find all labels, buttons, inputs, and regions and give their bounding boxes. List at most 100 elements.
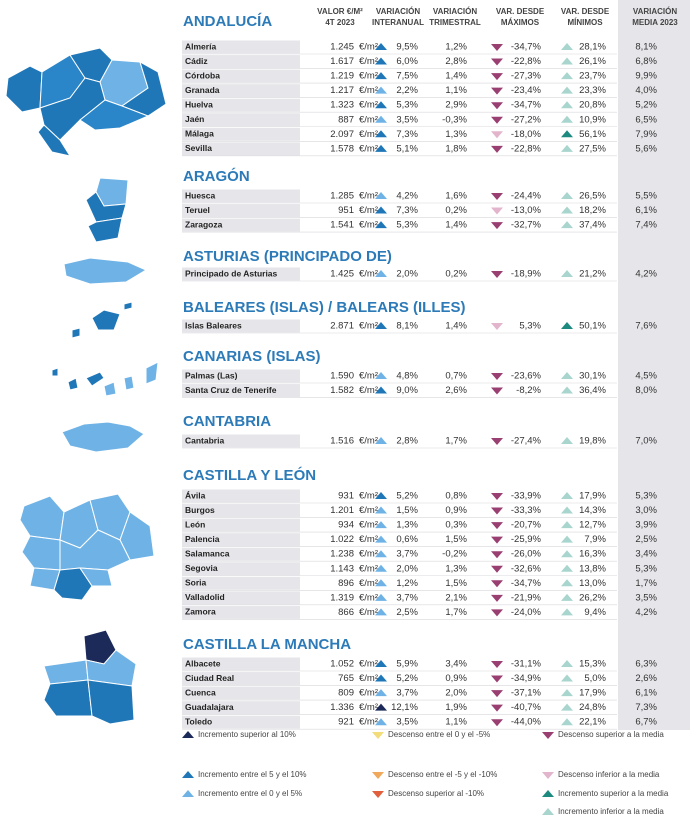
interanual-icon bbox=[375, 221, 387, 229]
row-maximos: -18,9% bbox=[511, 269, 542, 280]
row-media: 6,3% bbox=[635, 659, 657, 670]
name-cell-bg bbox=[182, 533, 300, 547]
row-minimos: 23,3% bbox=[579, 85, 606, 96]
maximos-icon bbox=[491, 73, 503, 81]
row-media: 7,3% bbox=[635, 702, 657, 713]
column-header: 4T 2023 bbox=[325, 18, 355, 27]
row-media: 2,6% bbox=[635, 673, 657, 684]
row-unit: €/m² bbox=[359, 85, 378, 96]
row-interanual: 7,5% bbox=[396, 71, 418, 82]
interanual-icon bbox=[375, 101, 387, 109]
row-value: 934 bbox=[338, 520, 354, 531]
row-interanual: 6,0% bbox=[396, 56, 418, 67]
row-maximos: -23,6% bbox=[511, 371, 542, 382]
interanual-icon bbox=[375, 206, 387, 214]
row-maximos: -34,7% bbox=[511, 42, 542, 53]
row-minimos: 18,2% bbox=[579, 205, 606, 216]
row-value: 809 bbox=[338, 688, 354, 699]
row-name: Albacete bbox=[185, 658, 221, 668]
name-cell-bg bbox=[182, 189, 300, 203]
row-media: 6,7% bbox=[635, 717, 657, 728]
maximos-icon bbox=[491, 661, 503, 668]
section-title: CANARIAS (ISLAS) bbox=[183, 348, 321, 365]
row-name: Burgos bbox=[185, 505, 215, 515]
name-cell-bg bbox=[182, 701, 300, 715]
name-cell-bg bbox=[182, 319, 300, 333]
row-media: 7,0% bbox=[635, 436, 657, 447]
section-title: ARAGÓN bbox=[183, 167, 250, 185]
row-maximos: -24,0% bbox=[511, 607, 542, 618]
row-minimos: 27,5% bbox=[579, 143, 606, 154]
maximos-icon bbox=[491, 536, 503, 544]
row-media: 1,7% bbox=[635, 578, 657, 589]
interanual-icon bbox=[375, 372, 387, 379]
row-maximos: -20,7% bbox=[511, 520, 542, 531]
row-unit: €/m² bbox=[359, 702, 378, 713]
row-media: 6,8% bbox=[635, 56, 657, 67]
row-name: Zaragoza bbox=[185, 219, 223, 229]
row-value: 1.590 bbox=[330, 371, 354, 382]
row-value: 1.201 bbox=[330, 505, 354, 516]
row-unit: €/m² bbox=[359, 534, 378, 545]
column-header: MEDIA 2023 bbox=[632, 18, 678, 27]
row-name: Segovia bbox=[185, 563, 218, 573]
row-name: Ciudad Real bbox=[185, 673, 234, 683]
row-media: 3,4% bbox=[635, 549, 657, 560]
minimos-icon bbox=[561, 550, 573, 558]
legend-label: Descenso superior a la media bbox=[558, 730, 664, 739]
row-minimos: 10,9% bbox=[579, 114, 606, 125]
legend-icon bbox=[542, 732, 554, 739]
row-name: Santa Cruz de Tenerife bbox=[185, 385, 277, 395]
row-minimos: 17,9% bbox=[579, 688, 606, 699]
row-unit: €/m² bbox=[359, 436, 378, 447]
column-header: VARIACIÓN bbox=[433, 7, 478, 16]
row-minimos: 13,0% bbox=[579, 578, 606, 589]
row-maximos: -27,4% bbox=[511, 436, 542, 447]
name-cell-bg bbox=[182, 113, 300, 127]
map-aragon bbox=[85, 177, 129, 243]
legend-icon bbox=[542, 808, 554, 815]
row-unit: €/m² bbox=[359, 129, 378, 140]
row-interanual: 0,6% bbox=[396, 534, 418, 545]
minimos-icon bbox=[561, 86, 573, 94]
row-maximos: -34,9% bbox=[511, 673, 542, 684]
interanual-icon bbox=[375, 86, 387, 94]
name-cell-bg bbox=[182, 369, 300, 383]
row-minimos: 22,1% bbox=[579, 717, 606, 728]
row-trimestral: 0,2% bbox=[445, 205, 467, 216]
maximos-icon bbox=[491, 507, 503, 515]
row-media: 4,0% bbox=[635, 85, 657, 96]
row-interanual: 4,8% bbox=[396, 371, 418, 382]
map-baleares bbox=[71, 301, 133, 339]
maximos-icon bbox=[491, 87, 503, 95]
minimos-icon bbox=[561, 689, 573, 697]
row-interanual: 3,7% bbox=[396, 549, 418, 560]
map-canarias bbox=[51, 361, 159, 397]
row-maximos: -24,4% bbox=[511, 191, 542, 202]
row-unit: €/m² bbox=[359, 688, 378, 699]
row-interanual: 7,3% bbox=[396, 205, 418, 216]
interanual-icon bbox=[375, 521, 387, 529]
legend-label: Incremento entre el 5 y el 10% bbox=[198, 770, 307, 779]
name-cell-bg bbox=[182, 98, 300, 112]
row-unit: €/m² bbox=[359, 673, 378, 684]
row-trimestral: 1,7% bbox=[445, 607, 467, 618]
row-trimestral: 1,4% bbox=[445, 220, 467, 231]
row-interanual: 8,1% bbox=[396, 321, 418, 332]
minimos-icon bbox=[561, 703, 573, 711]
minimos-icon bbox=[561, 674, 573, 682]
interanual-icon bbox=[375, 115, 387, 123]
legend-icon bbox=[182, 731, 194, 738]
row-interanual: 4,2% bbox=[396, 191, 418, 202]
row-trimestral: 0,9% bbox=[445, 673, 467, 684]
minimos-icon bbox=[561, 372, 573, 379]
row-value: 1.336 bbox=[330, 702, 354, 713]
row-unit: €/m² bbox=[359, 659, 378, 670]
row-minimos: 36,4% bbox=[579, 385, 606, 396]
row-maximos: -33,9% bbox=[511, 491, 542, 502]
row-trimestral: 0,7% bbox=[445, 371, 467, 382]
minimos-icon bbox=[561, 535, 573, 543]
row-trimestral: 1,1% bbox=[445, 717, 467, 728]
row-media: 9,9% bbox=[635, 71, 657, 82]
